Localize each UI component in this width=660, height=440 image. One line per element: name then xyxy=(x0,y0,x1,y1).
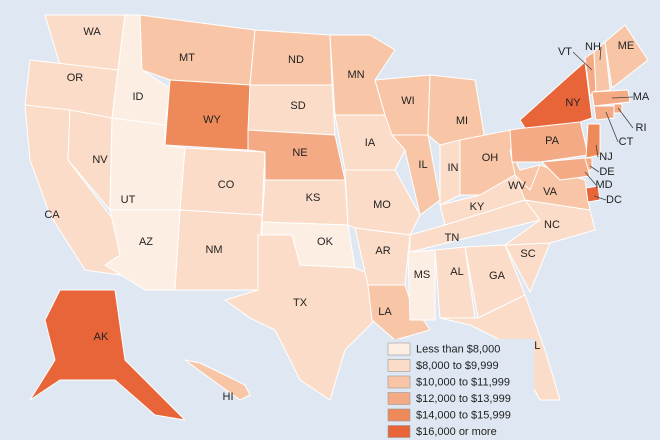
state-label: VT xyxy=(558,46,572,58)
state-label: IA xyxy=(365,137,376,149)
legend-label: $12,000 to $13,999 xyxy=(416,393,511,405)
state-label: ME xyxy=(618,40,635,52)
state-label: WI xyxy=(401,95,414,107)
state-label: OK xyxy=(317,236,334,248)
state-shape xyxy=(407,249,436,321)
leader-line xyxy=(572,51,593,71)
state-label: PA xyxy=(545,135,560,147)
legend-swatch xyxy=(387,359,411,372)
state-shape xyxy=(224,234,376,401)
leader-line xyxy=(611,96,634,99)
legend-swatch xyxy=(387,425,411,438)
state-label: NC xyxy=(544,219,560,231)
state-label: AL xyxy=(450,266,463,278)
leader-line xyxy=(605,111,619,143)
state-label: ID xyxy=(133,91,144,103)
state-label: NV xyxy=(92,154,108,166)
state-label: AR xyxy=(375,245,390,257)
state-label: WY xyxy=(203,114,221,126)
state-label: MT xyxy=(179,52,195,64)
legend-label: Less than $8,000 xyxy=(416,343,500,355)
state-label: MA xyxy=(633,91,650,103)
state-label: TX xyxy=(293,297,308,309)
legend-label: $8,000 to $9,999 xyxy=(416,360,499,372)
state-label: SD xyxy=(290,100,305,112)
legend-label: $10,000 to $11,999 xyxy=(416,376,510,388)
legend-label: $14,000 to $15,999 xyxy=(416,409,511,421)
state-label: CA xyxy=(44,209,60,221)
state-label: CO xyxy=(218,179,235,191)
state-label: DC xyxy=(606,194,622,206)
state-shape xyxy=(509,149,541,191)
state-shape xyxy=(593,41,611,93)
state-shape xyxy=(29,289,186,421)
state-label: KS xyxy=(306,192,321,204)
state-shape xyxy=(585,123,601,159)
state-label: LA xyxy=(378,306,392,318)
state-label: GA xyxy=(489,270,506,282)
legend-label: $16,000 or more xyxy=(416,426,497,438)
state-label: CT xyxy=(619,136,634,148)
state-label: MD xyxy=(595,179,612,191)
leader-line xyxy=(584,171,597,186)
state-label: RI xyxy=(636,122,647,134)
state-label: IN xyxy=(448,162,459,174)
state-shape xyxy=(604,24,649,89)
state-label: NM xyxy=(205,244,222,256)
state-label: MI xyxy=(456,115,468,127)
state-label: WA xyxy=(83,26,101,38)
leader-line xyxy=(617,107,634,129)
state-label: SC xyxy=(520,248,535,260)
state-label: DE xyxy=(599,166,614,178)
state-label: VA xyxy=(543,186,558,198)
state-label: HI xyxy=(223,391,234,403)
state-label: IL xyxy=(418,159,427,171)
state-label: WV xyxy=(508,180,526,192)
state-label: TN xyxy=(445,232,460,244)
leader-line xyxy=(593,195,607,201)
state-shape xyxy=(593,105,615,121)
state-label: AZ xyxy=(139,236,153,248)
state-label: NJ xyxy=(599,151,612,163)
state-label: NH xyxy=(585,41,601,53)
leader-line xyxy=(599,46,602,61)
state-shape xyxy=(541,157,591,181)
state-shape xyxy=(591,89,631,107)
state-label: ND xyxy=(288,54,304,66)
state-label: MO xyxy=(373,199,391,211)
legend-swatch xyxy=(387,342,411,356)
legend-swatch xyxy=(387,392,411,405)
state-label: NY xyxy=(565,97,581,109)
state-label: KY xyxy=(470,201,485,213)
state-shape xyxy=(184,359,251,401)
leader-line xyxy=(589,165,600,173)
state-shape xyxy=(391,134,441,216)
state-label: MS xyxy=(414,269,431,281)
state-shape xyxy=(585,185,601,203)
state-shape xyxy=(367,284,431,341)
state-shape xyxy=(334,114,406,171)
state-label: NE xyxy=(292,147,307,159)
legend-swatch xyxy=(387,375,411,389)
legend-box xyxy=(384,339,534,440)
state-label: UT xyxy=(121,194,136,206)
state-label: MN xyxy=(347,69,364,81)
legend-swatch xyxy=(387,408,411,422)
state-label: OH xyxy=(482,152,499,164)
state-shape xyxy=(519,61,593,129)
state-label: OR xyxy=(67,72,84,84)
state-label: AK xyxy=(94,331,109,343)
leader-line xyxy=(595,144,599,158)
